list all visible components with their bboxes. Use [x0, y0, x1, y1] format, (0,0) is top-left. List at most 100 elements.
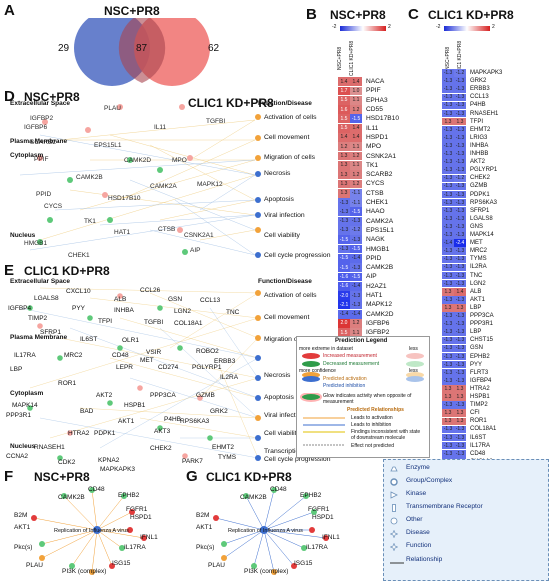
heatmap-cell: 1.5	[338, 114, 350, 124]
heatmap-cell: -1.3	[350, 263, 362, 273]
heatmap-cell: -1.3	[442, 401, 454, 409]
heatmap-cell: -1.3	[454, 77, 466, 85]
panel-e-gene: KPNA2	[98, 457, 120, 464]
panel-e-gene: PGLYRP1	[192, 364, 222, 371]
panel-e-gene: ALB	[114, 296, 127, 303]
panel-e-gene: IGFBP4	[8, 305, 32, 312]
panel-label-b: B	[306, 6, 317, 23]
panel-e-sec-extracellular: Extracellular Space	[10, 278, 70, 285]
panel-d-gene: PPID	[36, 191, 52, 198]
panel-g-gene: HSPD1	[312, 514, 334, 521]
heatmap-cell: -1.3	[454, 190, 466, 199]
panel-f-gene: IL17RA	[124, 544, 146, 551]
heatmap-cell: -1.3	[454, 377, 466, 385]
heatmap-cell: 1.3	[454, 304, 466, 312]
heatmap-gene-label: IL6ST	[470, 434, 487, 441]
panel-d-gene: MAPK12	[197, 181, 223, 188]
heatmap-cell: 1.2	[350, 105, 362, 114]
legend-increased: Increased measurement	[323, 353, 377, 359]
panel-e-function: Migration of cells	[264, 336, 315, 343]
heatmap-cell: -1.3	[454, 166, 466, 175]
panel-d-gene: CAMK2A	[150, 183, 177, 190]
heatmap-row: -1.6 -1.5 AIP	[338, 272, 377, 282]
panel-e-gene: PYY	[72, 305, 86, 312]
heatmap-cell: -1.3	[442, 198, 454, 207]
panel-e-gene: VSIR	[146, 349, 162, 356]
panel-e-func-header: Function/Disease	[258, 278, 312, 285]
heatmap-cell: -1.3	[454, 125, 466, 134]
heatmap-cell: -1.2	[350, 226, 362, 235]
heatmap-cell: 1.3	[454, 385, 466, 393]
heatmap-row: 2.0 1.2 IGFBP6	[338, 319, 389, 328]
panel-e-function: Necrosis	[264, 372, 291, 379]
heatmap-cell: 1.1	[350, 95, 362, 105]
panel-e-gene: PPP3R1	[6, 412, 31, 419]
panel-g-gene: FGFR1	[308, 506, 330, 513]
heatmap-gene-label: CCL13	[470, 94, 489, 101]
heatmap-cell: -1.6	[338, 272, 350, 282]
heatmap-cell: 1.4	[350, 123, 362, 133]
panel-e-gene: TIMP2	[28, 315, 48, 322]
panel-e-gene: LBP	[10, 366, 23, 373]
heatmap-gene-label: PYY	[470, 361, 483, 368]
heatmap-cell: 1.1	[350, 142, 362, 152]
heatmap-cell: -1.3	[442, 93, 454, 102]
heatmap-cell: 1.3	[442, 385, 454, 393]
heatmap-cell: 1.2	[350, 170, 362, 180]
legend-pred-activation: Predicted activation	[323, 376, 367, 382]
heatmap-cell: -1.3	[442, 441, 454, 450]
panel-d-gene: HAT1	[114, 229, 131, 236]
heatmap-cell: 1.3	[338, 160, 350, 170]
heatmap-gene-label: NACA	[366, 78, 385, 86]
heatmap-gene-label: H2AZ1	[366, 282, 387, 290]
heatmap-gene-label: CTSB	[366, 189, 384, 197]
panel-f-gene: EPHB2	[118, 492, 140, 499]
enzyme-icon	[390, 466, 398, 472]
panel-d-sec-extracellular: Extracellular Space	[10, 100, 70, 107]
heatmap-cell: -1.5	[350, 114, 362, 124]
heatmap-cell: -1.3	[442, 328, 454, 337]
heatmap-row: -1.3 -1.2 EPS15L1	[338, 226, 394, 235]
heatmap-row: 1.5 1.1 IGFBP2	[338, 328, 389, 338]
heatmap-row: 1.2 1.1 MPO	[338, 142, 381, 152]
heatmap-cell: -1.3	[454, 158, 466, 166]
heatmap-gene-label: TNC	[470, 272, 483, 279]
heatmap-row: -1.3 -1.3 CD48	[442, 449, 485, 458]
heatmap-cell: -1.4	[350, 281, 362, 291]
heatmap-cell: 1.3	[338, 188, 350, 198]
panel-g-gene: PI3K (complex)	[244, 568, 289, 575]
panel-e-gene: LEPR	[116, 364, 133, 371]
heatmap-cell: -1.5	[350, 207, 362, 217]
panel-f-gene: Pkc(s)	[14, 544, 33, 551]
heatmap-gene-label: HAT1	[366, 292, 383, 300]
heatmap-cell: -1.3	[454, 255, 466, 264]
shape-legend-disease: Disease	[406, 529, 430, 536]
heatmap-row: -1.3 -1.3 AKT2	[442, 158, 485, 166]
panel-d-function: Necrosis	[264, 170, 291, 177]
heatmap-cell: -1.3	[454, 320, 466, 328]
shape-legend-function: Function	[406, 542, 432, 549]
heatmap-row: -1.3 -1.3 GRK2	[442, 77, 486, 85]
heatmap-cell: -1.3	[442, 77, 454, 85]
other-icon	[390, 517, 398, 525]
panel-d-func-header: Function/Disease	[258, 100, 312, 107]
panel-e-gene: IL17RA	[14, 352, 36, 359]
heatmap-row: 1.4 1.4 HSPD1	[338, 133, 388, 142]
venn-right-count: 62	[208, 43, 220, 54]
panel-f-gene: PLAU	[26, 562, 43, 569]
heatmap-cell: 1.6	[338, 105, 350, 114]
heatmap-gene-label: CHEK2	[470, 175, 491, 182]
heatmap-cell: -1.3	[442, 125, 454, 134]
panel-d-gene: AIP	[190, 247, 201, 254]
relationship-icon	[390, 562, 404, 564]
panel-e-gene: TFPI	[98, 318, 113, 325]
panel-f-gene: IFNL1	[140, 534, 158, 541]
heatmap-row: -1.3 -1.3 SFRP1	[442, 206, 489, 215]
heatmap-gene-label: MAPKAPK3	[470, 70, 503, 77]
heatmap-row: -1.3 -1.3 PPP3CA	[442, 312, 494, 320]
panel-e-sec-nucleus: Nucleus	[10, 443, 36, 450]
legend-inconsistent: Findings inconsistent with state of down…	[351, 429, 421, 441]
heatmap-cell: -2.1	[338, 300, 350, 310]
heatmap-cell: -1.3	[442, 85, 454, 94]
